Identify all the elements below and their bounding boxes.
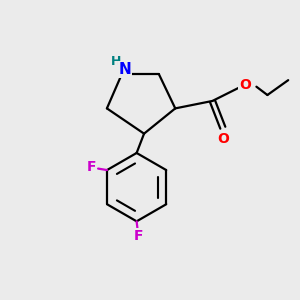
Text: F: F	[87, 160, 96, 174]
Text: H: H	[111, 55, 122, 68]
Text: O: O	[218, 132, 230, 146]
Text: O: O	[239, 78, 251, 92]
Text: N: N	[119, 62, 132, 77]
Text: F: F	[134, 229, 143, 243]
